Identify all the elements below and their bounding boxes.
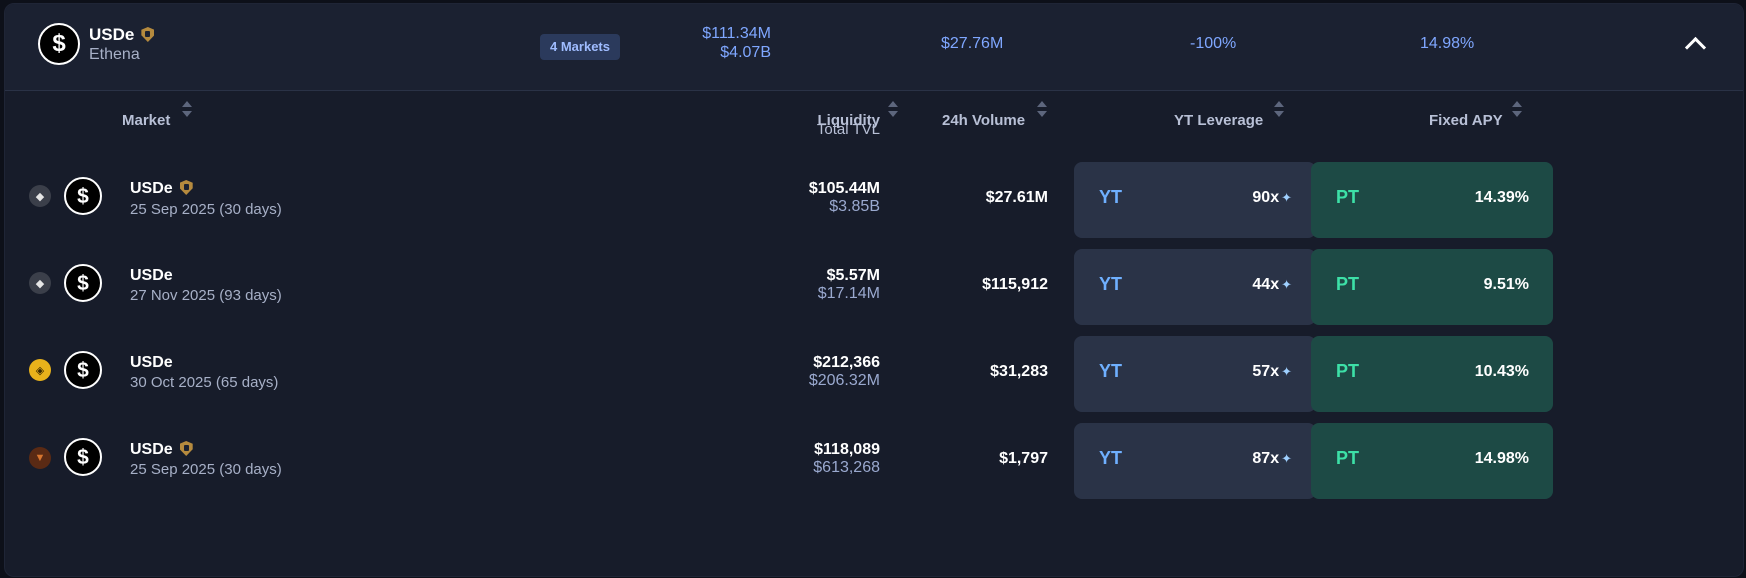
market-group-summary[interactable]: $ USDe Ethena 4 Markets $111.34M $4.07B …	[5, 4, 1743, 91]
column-yt-leverage[interactable]: YT Leverage	[1174, 112, 1264, 129]
usde-coin-icon: $	[38, 23, 80, 65]
summary-tvl: $4.07B	[720, 44, 771, 61]
row-liquidity: $212,366	[813, 354, 880, 371]
row-volume: $1,797	[999, 450, 1048, 467]
summary-apy: 14.98%	[1420, 35, 1475, 52]
pt-trade-button[interactable]: PT 14.39%	[1311, 162, 1553, 238]
row-liquidity: $105.44M	[808, 180, 880, 197]
summary-volume: $27.76M	[941, 35, 1004, 52]
verified-shield-icon	[141, 27, 155, 42]
yt-trade-button[interactable]: YT 57x ✦	[1074, 336, 1316, 412]
market-name: USDe	[130, 180, 173, 197]
pt-trade-button[interactable]: PT 14.98%	[1311, 423, 1553, 499]
yt-trade-button[interactable]: YT 90x ✦	[1074, 162, 1316, 238]
yt-trade-button[interactable]: YT 44x ✦	[1074, 249, 1316, 325]
column-total-tvl: Total TVL	[816, 121, 880, 138]
sort-yt-leverage-icon[interactable]	[1274, 101, 1284, 117]
verified-shield-icon	[179, 441, 193, 456]
sort-market-icon[interactable]	[182, 101, 192, 117]
column-market[interactable]: Market	[122, 112, 171, 129]
yt-leverage-value: 57x	[1252, 363, 1280, 380]
row-volume: $115,912	[982, 276, 1048, 293]
usde-coin-icon: $	[64, 177, 102, 215]
pt-apy-value: 14.98%	[1474, 450, 1529, 467]
market-name: USDe	[130, 441, 173, 458]
markets-count-badge: 4 Markets	[540, 34, 620, 60]
market-group-panel: $ USDe Ethena 4 Markets $111.34M $4.07B …	[4, 3, 1744, 577]
sort-volume-icon[interactable]	[1037, 101, 1047, 117]
sort-fixed-apy-icon[interactable]	[1512, 101, 1522, 117]
usde-coin-icon: $	[64, 438, 102, 476]
pt-trade-button[interactable]: PT 10.43%	[1311, 336, 1553, 412]
column-liquidity[interactable]: Liquidity	[817, 112, 881, 129]
usde-coin-icon: $	[64, 351, 102, 389]
market-name: USDe	[130, 354, 173, 371]
pt-trade-button[interactable]: PT 9.51%	[1311, 249, 1553, 325]
market-name: USDe	[130, 267, 173, 284]
yt-leverage-value: 87x	[1252, 450, 1280, 467]
fox-icon: ▼	[29, 447, 51, 469]
column-fixed-apy[interactable]: Fixed APY	[1429, 112, 1503, 129]
bnb-icon: ◈	[29, 359, 51, 381]
collapse-chevron-icon[interactable]	[1684, 36, 1707, 59]
pt-apy-value: 9.51%	[1483, 276, 1529, 293]
sparkle-icon: ✦	[1281, 451, 1292, 466]
pt-apy-value: 14.39%	[1474, 189, 1529, 206]
market-expiry: 27 Nov 2025 (93 days)	[130, 287, 282, 304]
row-liquidity: $118,089	[814, 441, 880, 458]
row-volume: $27.61M	[985, 189, 1048, 206]
summary-liquidity: $111.34M	[702, 25, 771, 42]
issuer-name: Ethena	[89, 46, 140, 63]
row-tvl: $613,268	[813, 459, 880, 476]
summary-yt-change: -100%	[1190, 35, 1237, 52]
market-expiry: 30 Oct 2025 (65 days)	[130, 374, 279, 391]
sort-liquidity-icon[interactable]	[888, 101, 898, 117]
usde-coin-icon: $	[64, 264, 102, 302]
verified-shield-icon	[179, 180, 193, 195]
row-tvl: $3.85B	[829, 198, 880, 215]
market-expiry: 25 Sep 2025 (30 days)	[130, 201, 282, 218]
row-volume: $31,283	[990, 363, 1048, 380]
ethereum-icon: ◆	[29, 272, 51, 294]
sparkle-icon: ✦	[1281, 364, 1292, 379]
ethereum-icon: ◆	[29, 185, 51, 207]
row-tvl: $206.32M	[808, 372, 880, 389]
yt-leverage-value: 90x	[1252, 189, 1280, 206]
pt-apy-value: 10.43%	[1474, 363, 1529, 380]
row-tvl: $17.14M	[817, 285, 880, 302]
asset-name: USDe	[89, 25, 135, 44]
sparkle-icon: ✦	[1281, 277, 1292, 292]
yt-trade-button[interactable]: YT 87x ✦	[1074, 423, 1316, 499]
yt-leverage-value: 44x	[1252, 276, 1280, 293]
sparkle-icon: ✦	[1281, 190, 1292, 205]
row-liquidity: $5.57M	[826, 267, 880, 284]
market-expiry: 25 Sep 2025 (30 days)	[130, 461, 282, 478]
column-volume[interactable]: 24h Volume	[942, 112, 1026, 129]
